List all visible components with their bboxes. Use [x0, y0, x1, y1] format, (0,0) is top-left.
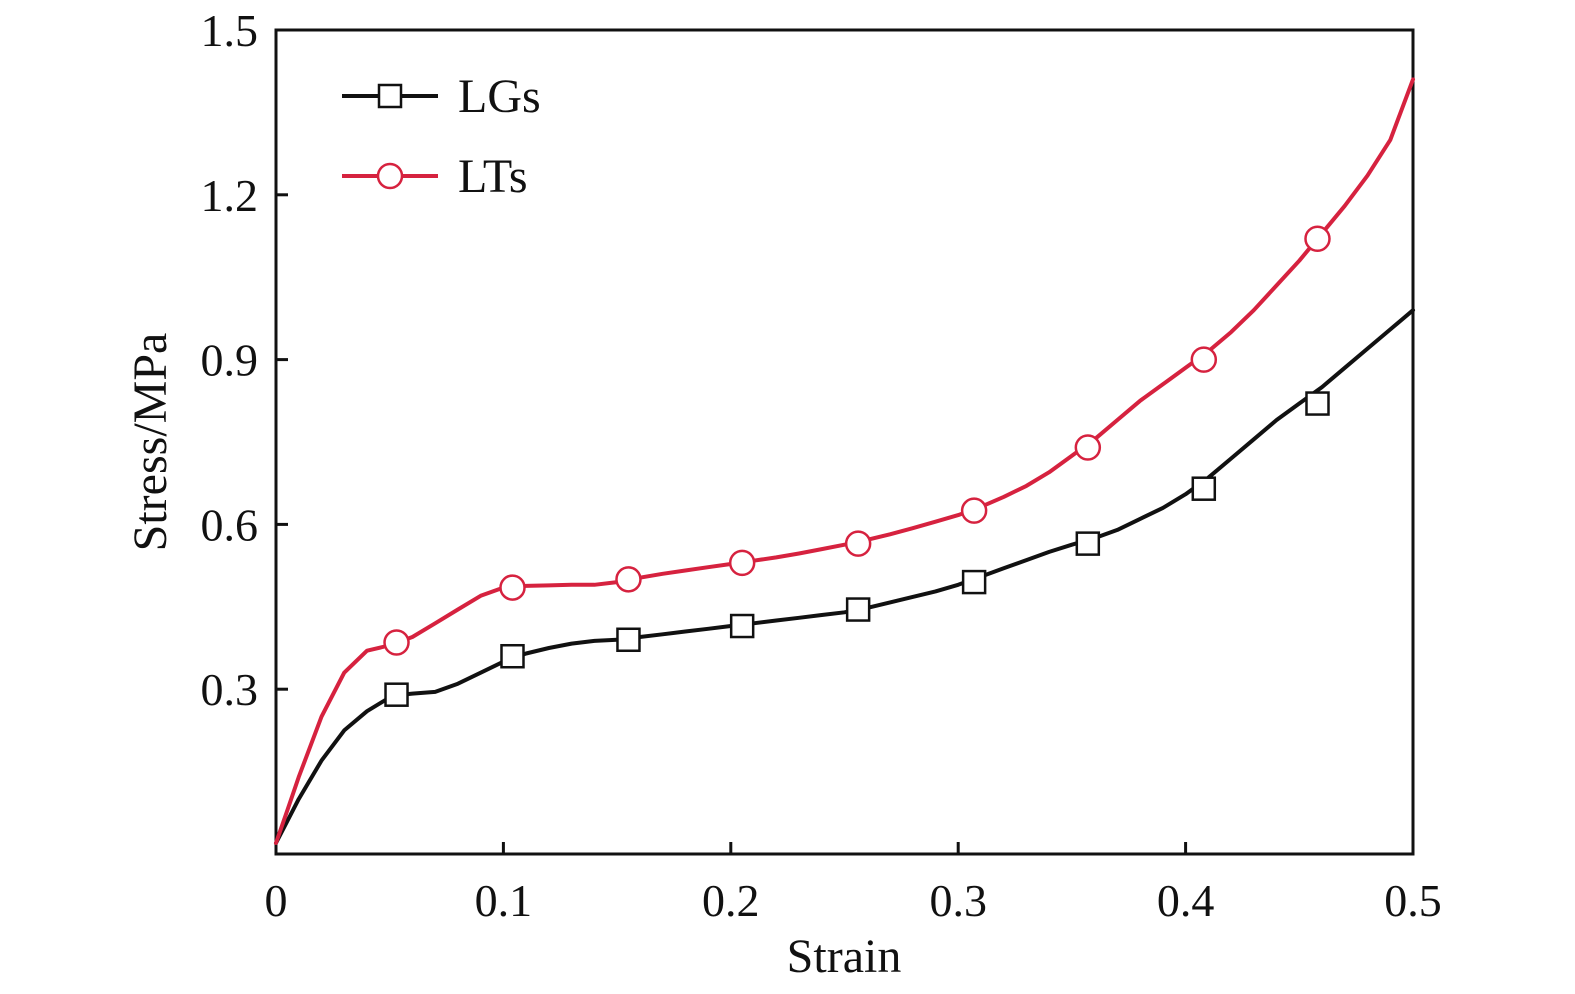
y-tick-label: 1.2 [201, 170, 259, 221]
data-point-lts [728, 549, 756, 577]
data-point-lts [1074, 434, 1102, 461]
plot-frame [274, 28, 1415, 856]
data-point-lts [1190, 346, 1218, 373]
x-tick-label: 0.5 [1384, 875, 1442, 926]
data-point-lts [499, 574, 526, 601]
data-point-lts [844, 530, 872, 557]
y-axis-label: Stress/MPa [124, 333, 177, 552]
axis-ticks: 0 0.1 0.2 0.3 0.4 0.5 0.3 0.6 0.9 1.2 1.5 [201, 5, 1442, 926]
data-point-lts [960, 497, 988, 524]
x-tick-label: 0.2 [702, 875, 760, 926]
data-point-lgs [1191, 476, 1217, 501]
data-point-lgs [384, 682, 409, 707]
legend-entry-lgs: LGs [342, 70, 541, 123]
data-point-lgs [500, 643, 525, 669]
data-point-lgs [961, 569, 987, 595]
data-point-lgs [729, 613, 755, 639]
x-tick-label: 0.1 [475, 875, 533, 926]
y-tick-label: 0.9 [201, 335, 259, 386]
legend-marker-lts [376, 162, 404, 190]
x-axis-label: Strain [787, 930, 902, 983]
series-lgs [274, 308, 1415, 845]
data-point-lgs [1075, 531, 1101, 556]
y-tick-label: 0.6 [201, 499, 259, 550]
data-point-lts [615, 566, 642, 593]
x-tick-label: 0.4 [1157, 875, 1215, 926]
x-tick-label: 0.3 [929, 875, 987, 926]
y-tick-label: 1.5 [201, 5, 259, 56]
data-point-lgs [616, 627, 641, 653]
y-tick-label: 0.3 [201, 664, 259, 715]
data-point-lgs [845, 597, 871, 622]
legend-entry-lts: LTs [342, 150, 528, 203]
legend-marker-lgs [377, 83, 403, 109]
legend-label-lgs: LGs [458, 70, 541, 123]
series-line-lts [274, 77, 1415, 845]
data-point-lgs [1305, 391, 1330, 416]
x-tick-label: 0 [265, 875, 288, 926]
legend-label-lts: LTs [458, 150, 528, 203]
data-point-lts [383, 629, 410, 656]
series-lts [274, 77, 1415, 845]
data-point-lts [1304, 225, 1331, 252]
series-line-lgs [274, 308, 1415, 845]
legend: LGs LTs [342, 70, 541, 203]
series-layer [274, 77, 1415, 845]
